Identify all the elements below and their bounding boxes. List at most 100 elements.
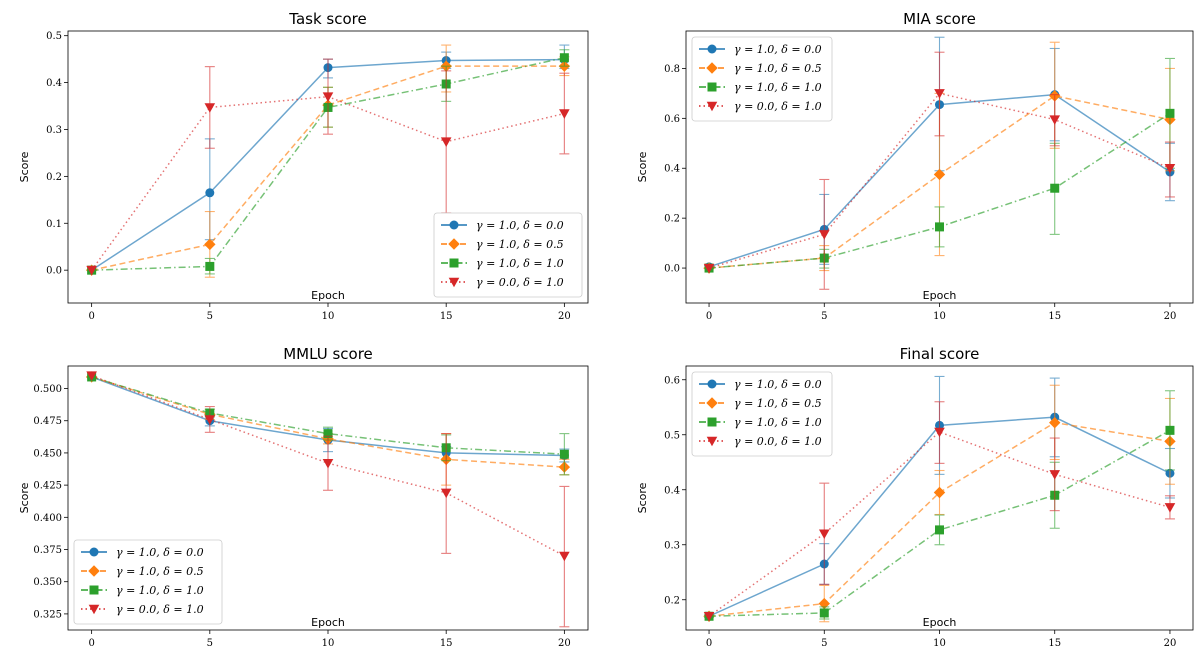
legend-label: γ = 0.0, δ = 1.0 (476, 276, 564, 289)
y-tick-label: 0.3 (46, 125, 62, 136)
x-tick-label: 0 (88, 638, 94, 649)
axes-frame (685, 30, 1194, 304)
x-axis-label: Epoch (311, 289, 345, 302)
panel-title: Final score (900, 345, 980, 363)
y-tick-label: 0.3 (664, 540, 680, 551)
data-point (1164, 164, 1176, 174)
y-tick-label: 0.0 (664, 264, 680, 275)
legend-label: γ = 1.0, δ = 0.5 (734, 62, 822, 75)
legend-marker (707, 379, 717, 389)
legend-label: γ = 1.0, δ = 0.0 (476, 219, 564, 232)
x-tick-label: 0 (706, 638, 712, 649)
legend-marker (706, 397, 718, 409)
x-tick-label: 20 (1164, 311, 1177, 322)
data-point (818, 597, 830, 610)
panel-final-score: Final score Score Epoch 0 5 10 15 20 0.2 0.3 0.4 0.… (636, 345, 1194, 649)
legend-marker (88, 604, 100, 615)
panel-title: Task score (288, 10, 366, 28)
data-point (204, 238, 216, 251)
legend-label: γ = 1.0, δ = 1.0 (734, 416, 822, 429)
data-point (1049, 416, 1061, 429)
data-point (322, 92, 334, 102)
legend-marker (88, 565, 100, 577)
y-tick-label: 0.5 (664, 430, 680, 441)
legend-marker (707, 44, 717, 54)
panel-title: MIA score (903, 10, 976, 28)
data-point (818, 230, 830, 240)
data-point (1049, 470, 1061, 480)
data-point (322, 458, 334, 469)
legend-box (433, 212, 583, 298)
legend-entry: γ = 1.0, δ = 0.0 (699, 378, 822, 391)
y-axis-label: Score (636, 482, 649, 513)
y-tick-label: 0.2 (664, 595, 680, 606)
y-tick-label: 0.4 (46, 78, 62, 89)
y-tick-label: 0.425 (33, 481, 62, 492)
data-point (559, 449, 569, 459)
legend-marker (449, 258, 459, 268)
legend-box (691, 36, 833, 122)
x-tick-label: 15 (1048, 311, 1061, 322)
panel-mmlu-score: MMLU score Score Epoch 0 5 10 15 20 0.325 0.350 0.… (18, 345, 589, 649)
data-point (934, 89, 945, 99)
y-tick-label: 0.325 (33, 609, 62, 620)
y-tick-label: 0.6 (664, 375, 680, 386)
legend-marker (448, 238, 460, 250)
y-tick-label: 0.450 (33, 448, 62, 459)
series-4 (86, 371, 570, 628)
panel-mia-score: MIA score Score Epoch 0 5 10 15 20 0.0 0.2 0.4 0.6 0… (636, 10, 1194, 322)
legend-entry: γ = 1.0, δ = 1.0 (441, 257, 564, 270)
x-tick-label: 0 (706, 311, 712, 322)
legend-label: γ = 1.0, δ = 0.5 (116, 565, 204, 578)
legend-label: γ = 0.0, δ = 1.0 (116, 603, 204, 616)
data-point (934, 427, 945, 438)
legend-marker (706, 62, 718, 74)
y-tick-label: 0.6 (664, 114, 680, 125)
legend-entry: γ = 1.0, δ = 0.5 (81, 565, 204, 578)
legend-entry: γ = 1.0, δ = 0.5 (699, 397, 822, 410)
data-point (440, 488, 452, 499)
legend-marker (707, 82, 717, 92)
legend-marker (706, 436, 718, 447)
legend-label: γ = 1.0, δ = 1.0 (734, 81, 822, 94)
legend-label: γ = 1.0, δ = 1.0 (116, 584, 204, 597)
legend-box (691, 371, 833, 457)
axes-frame (67, 30, 589, 304)
legend-marker (707, 417, 717, 427)
legend-label: γ = 1.0, δ = 0.0 (734, 378, 822, 391)
data-point (440, 137, 452, 147)
legend-label: γ = 1.0, δ = 0.5 (734, 397, 822, 410)
data-point (1050, 183, 1060, 193)
legend-marker (449, 220, 459, 230)
legend-marker (448, 277, 460, 288)
legend-label: γ = 1.0, δ = 0.5 (476, 238, 564, 251)
data-point (933, 168, 946, 181)
legend-box (73, 539, 223, 625)
legend-entry: γ = 1.0, δ = 1.0 (81, 584, 204, 597)
x-tick-label: 20 (558, 638, 571, 649)
x-tick-label: 20 (558, 311, 571, 322)
axes-frame (67, 365, 589, 631)
legend: γ = 1.0, δ = 0.0 γ = 1.0, δ = 0.5 γ = 1.0,… (691, 371, 833, 457)
series-4 (703, 51, 1176, 290)
data-point (86, 371, 97, 381)
x-tick-label: 10 (933, 311, 946, 322)
legend-entry: γ = 1.0, δ = 0.0 (699, 43, 822, 56)
x-tick-label: 5 (207, 311, 213, 322)
x-tick-label: 0 (88, 311, 94, 322)
legend-label: γ = 0.0, δ = 1.0 (734, 435, 822, 448)
y-tick-label: 0.350 (33, 577, 62, 588)
legend-entry: γ = 1.0, δ = 0.0 (81, 546, 204, 559)
data-point (933, 486, 946, 499)
x-tick-label: 15 (440, 311, 453, 322)
x-tick-label: 20 (1164, 638, 1177, 649)
x-tick-label: 15 (440, 638, 453, 649)
x-tick-label: 5 (207, 638, 213, 649)
data-point (1049, 115, 1061, 125)
y-tick-label: 0.1 (46, 219, 62, 230)
legend-label: γ = 1.0, δ = 1.0 (476, 257, 564, 270)
legend-entry: γ = 1.0, δ = 0.0 (441, 219, 564, 232)
y-tick-label: 0.4 (664, 485, 680, 496)
legend-entry: γ = 0.0, δ = 1.0 (699, 435, 822, 448)
